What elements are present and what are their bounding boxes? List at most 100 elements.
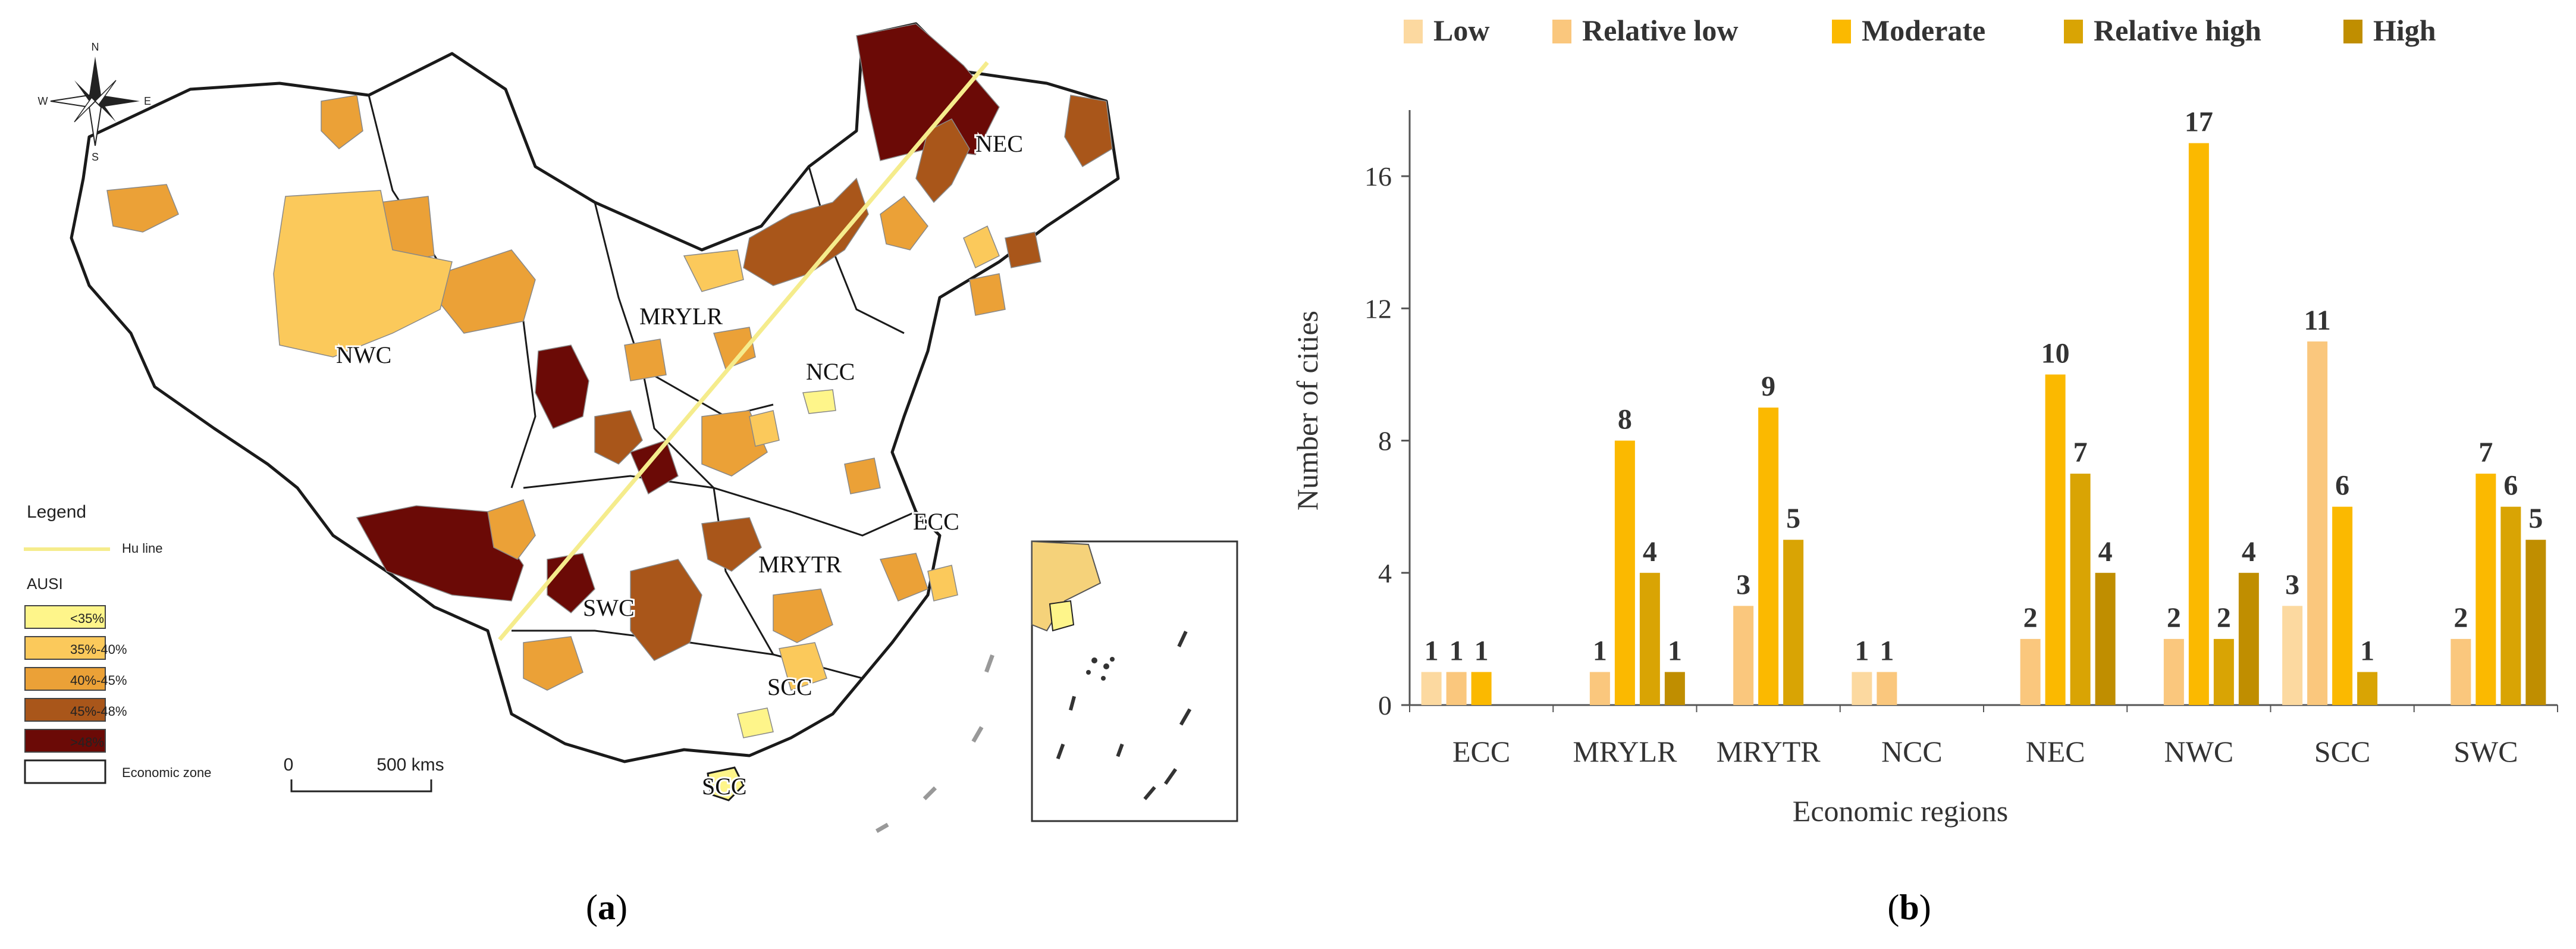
x-tick-label-nec: NEC xyxy=(2026,735,2085,768)
bar-swc-moderate xyxy=(2475,474,2496,705)
data-label-nec-moderate: 10 xyxy=(2041,337,2070,369)
data-label-scc-relative-high: 1 xyxy=(2360,635,2374,666)
hainan-island xyxy=(707,766,745,801)
bar-ecc-moderate xyxy=(1471,672,1492,705)
legend-index-title: AUSI xyxy=(27,575,63,593)
data-label-ecc-moderate: 1 xyxy=(1474,635,1489,666)
bar-scc-moderate xyxy=(2332,506,2353,705)
y-tick-label-4: 4 xyxy=(1378,558,1392,588)
map-region-labels: NEC MRYLR NWC NCC ECC MRYTR SWC SCC SCC xyxy=(334,129,1025,801)
ausi-patches xyxy=(106,23,1113,738)
bar-mrytr-relative-high xyxy=(1783,540,1804,705)
chart-bars xyxy=(1421,143,2546,706)
data-label-mrytr-moderate: 9 xyxy=(1761,371,1775,402)
scale-bar: 0 500 kms xyxy=(284,755,444,793)
chart-legend: Low Relative low Moderate Relative high High xyxy=(1404,14,2436,47)
chart-y-axis-title: Number of cities xyxy=(1291,311,1324,510)
x-tick-label-nwc: NWC xyxy=(2164,735,2234,768)
data-label-scc-relative-low: 11 xyxy=(2304,305,2330,336)
bar-ncc-relative-low xyxy=(1877,672,1897,705)
data-label-mrylr-relative-high: 4 xyxy=(1643,536,1657,568)
legend-swatch-45-48 xyxy=(24,698,106,722)
data-label-nec-relative-low: 2 xyxy=(2023,602,2038,634)
data-label-scc-moderate: 6 xyxy=(2335,470,2349,502)
compass-icon: N S W E xyxy=(38,41,152,163)
legend-label-high: High xyxy=(2373,14,2436,47)
bar-nec-relative-low xyxy=(2020,638,2041,705)
data-label-scc-low: 3 xyxy=(2285,569,2299,600)
x-tick-label-mrytr: MRYTR xyxy=(1717,735,1821,768)
map-label-ncc: NCC xyxy=(806,358,855,385)
legend-label-40-45: 40%-45% xyxy=(70,673,127,688)
data-label-swc-moderate: 7 xyxy=(2478,437,2493,468)
map-label-mrytr: MRYTR xyxy=(758,551,842,578)
y-tick-label-16: 16 xyxy=(1364,161,1392,192)
legend-hu-line-label: Hu line xyxy=(122,541,162,556)
caption-a-letter: a xyxy=(598,888,616,927)
south-china-sea-inset xyxy=(1031,540,1238,822)
data-label-nwc-relative-low: 2 xyxy=(2167,602,2181,634)
map-label-nec: NEC xyxy=(975,130,1023,157)
data-label-nwc-relative-high: 2 xyxy=(2217,602,2231,634)
data-label-nec-high: 4 xyxy=(2098,536,2113,568)
bar-scc-relative-low xyxy=(2307,341,2328,705)
caption-a: (a) xyxy=(586,888,627,927)
y-tick-label-8: 8 xyxy=(1378,426,1392,456)
map-label-scc-hainan: SCC xyxy=(702,773,747,800)
hu-line xyxy=(498,61,989,641)
map-label-swc: SWC xyxy=(583,594,635,621)
bar-nec-high xyxy=(2095,572,2116,705)
sea-boundary-dashes xyxy=(875,654,994,833)
bar-nec-relative-high xyxy=(2070,474,2091,705)
bar-mrylr-relative-low xyxy=(1589,672,1610,705)
data-label-swc-relative-high: 6 xyxy=(2503,470,2518,502)
bar-mrylr-relative-high xyxy=(1639,572,1660,705)
legend-label-gt48: >48% xyxy=(70,735,104,750)
data-label-ecc-low: 1 xyxy=(1425,635,1439,666)
bar-ecc-relative-low xyxy=(1446,672,1467,705)
data-label-ncc-relative-low: 1 xyxy=(1880,635,1894,666)
legend-swatch-zone xyxy=(24,759,106,784)
x-tick-label-scc: SCC xyxy=(2314,735,2371,768)
map-label-nwc: NWC xyxy=(336,342,391,368)
bar-mrylr-moderate xyxy=(1614,440,1635,705)
bar-nec-moderate xyxy=(2045,374,2066,705)
bar-swc-high xyxy=(2525,540,2546,705)
bar-swc-relative-low xyxy=(2451,638,2471,705)
legend-swatch-high xyxy=(2343,20,2362,43)
legend-swatch-relative-high xyxy=(2064,20,2083,43)
legend-label-relative-low: Relative low xyxy=(1582,14,1738,47)
compass-n-label: N xyxy=(92,41,99,53)
bar-scc-relative-high xyxy=(2357,672,2378,705)
chart-x-axis-title: Economic regions xyxy=(1793,794,2008,828)
legend-label-35-40: 35%-40% xyxy=(70,642,127,657)
legend-label-zone: Economic zone xyxy=(122,765,211,780)
legend-swatch-low xyxy=(1404,20,1423,43)
compass-s-label: S xyxy=(92,151,99,163)
map-legend: Legend Hu line AUSI <35% 35%-40% 40%-45%… xyxy=(24,502,211,784)
bar-nwc-relative-low xyxy=(2163,638,2184,705)
bar-nwc-high xyxy=(2238,572,2259,705)
legend-label-moderate: Moderate xyxy=(1862,14,1985,47)
data-label-nwc-high: 4 xyxy=(2242,536,2256,568)
data-label-nec-relative-high: 7 xyxy=(2073,437,2088,468)
bar-swc-relative-high xyxy=(2500,506,2521,705)
compass-w-label: W xyxy=(38,95,48,107)
compass-e-label: E xyxy=(144,95,151,107)
legend-swatch-40-45 xyxy=(24,667,106,691)
bar-mrytr-moderate xyxy=(1758,408,1779,705)
y-tick-label-12: 12 xyxy=(1364,293,1392,324)
data-label-mrytr-relative-high: 5 xyxy=(1786,503,1800,534)
legend-label-45-48: 45%-48% xyxy=(70,704,127,719)
y-tick-label-0: 0 xyxy=(1378,690,1392,721)
bar-nwc-moderate xyxy=(2188,143,2209,706)
bar-mrytr-relative-low xyxy=(1733,606,1754,705)
x-tick-label-swc: SWC xyxy=(2453,735,2518,768)
caption-b-letter: b xyxy=(1899,888,1919,927)
bar-mrylr-high xyxy=(1664,672,1685,705)
map-label-scc: SCC xyxy=(767,674,812,700)
map-label-mrylr: MRYLR xyxy=(639,303,723,330)
bar-nwc-relative-high xyxy=(2213,638,2234,705)
